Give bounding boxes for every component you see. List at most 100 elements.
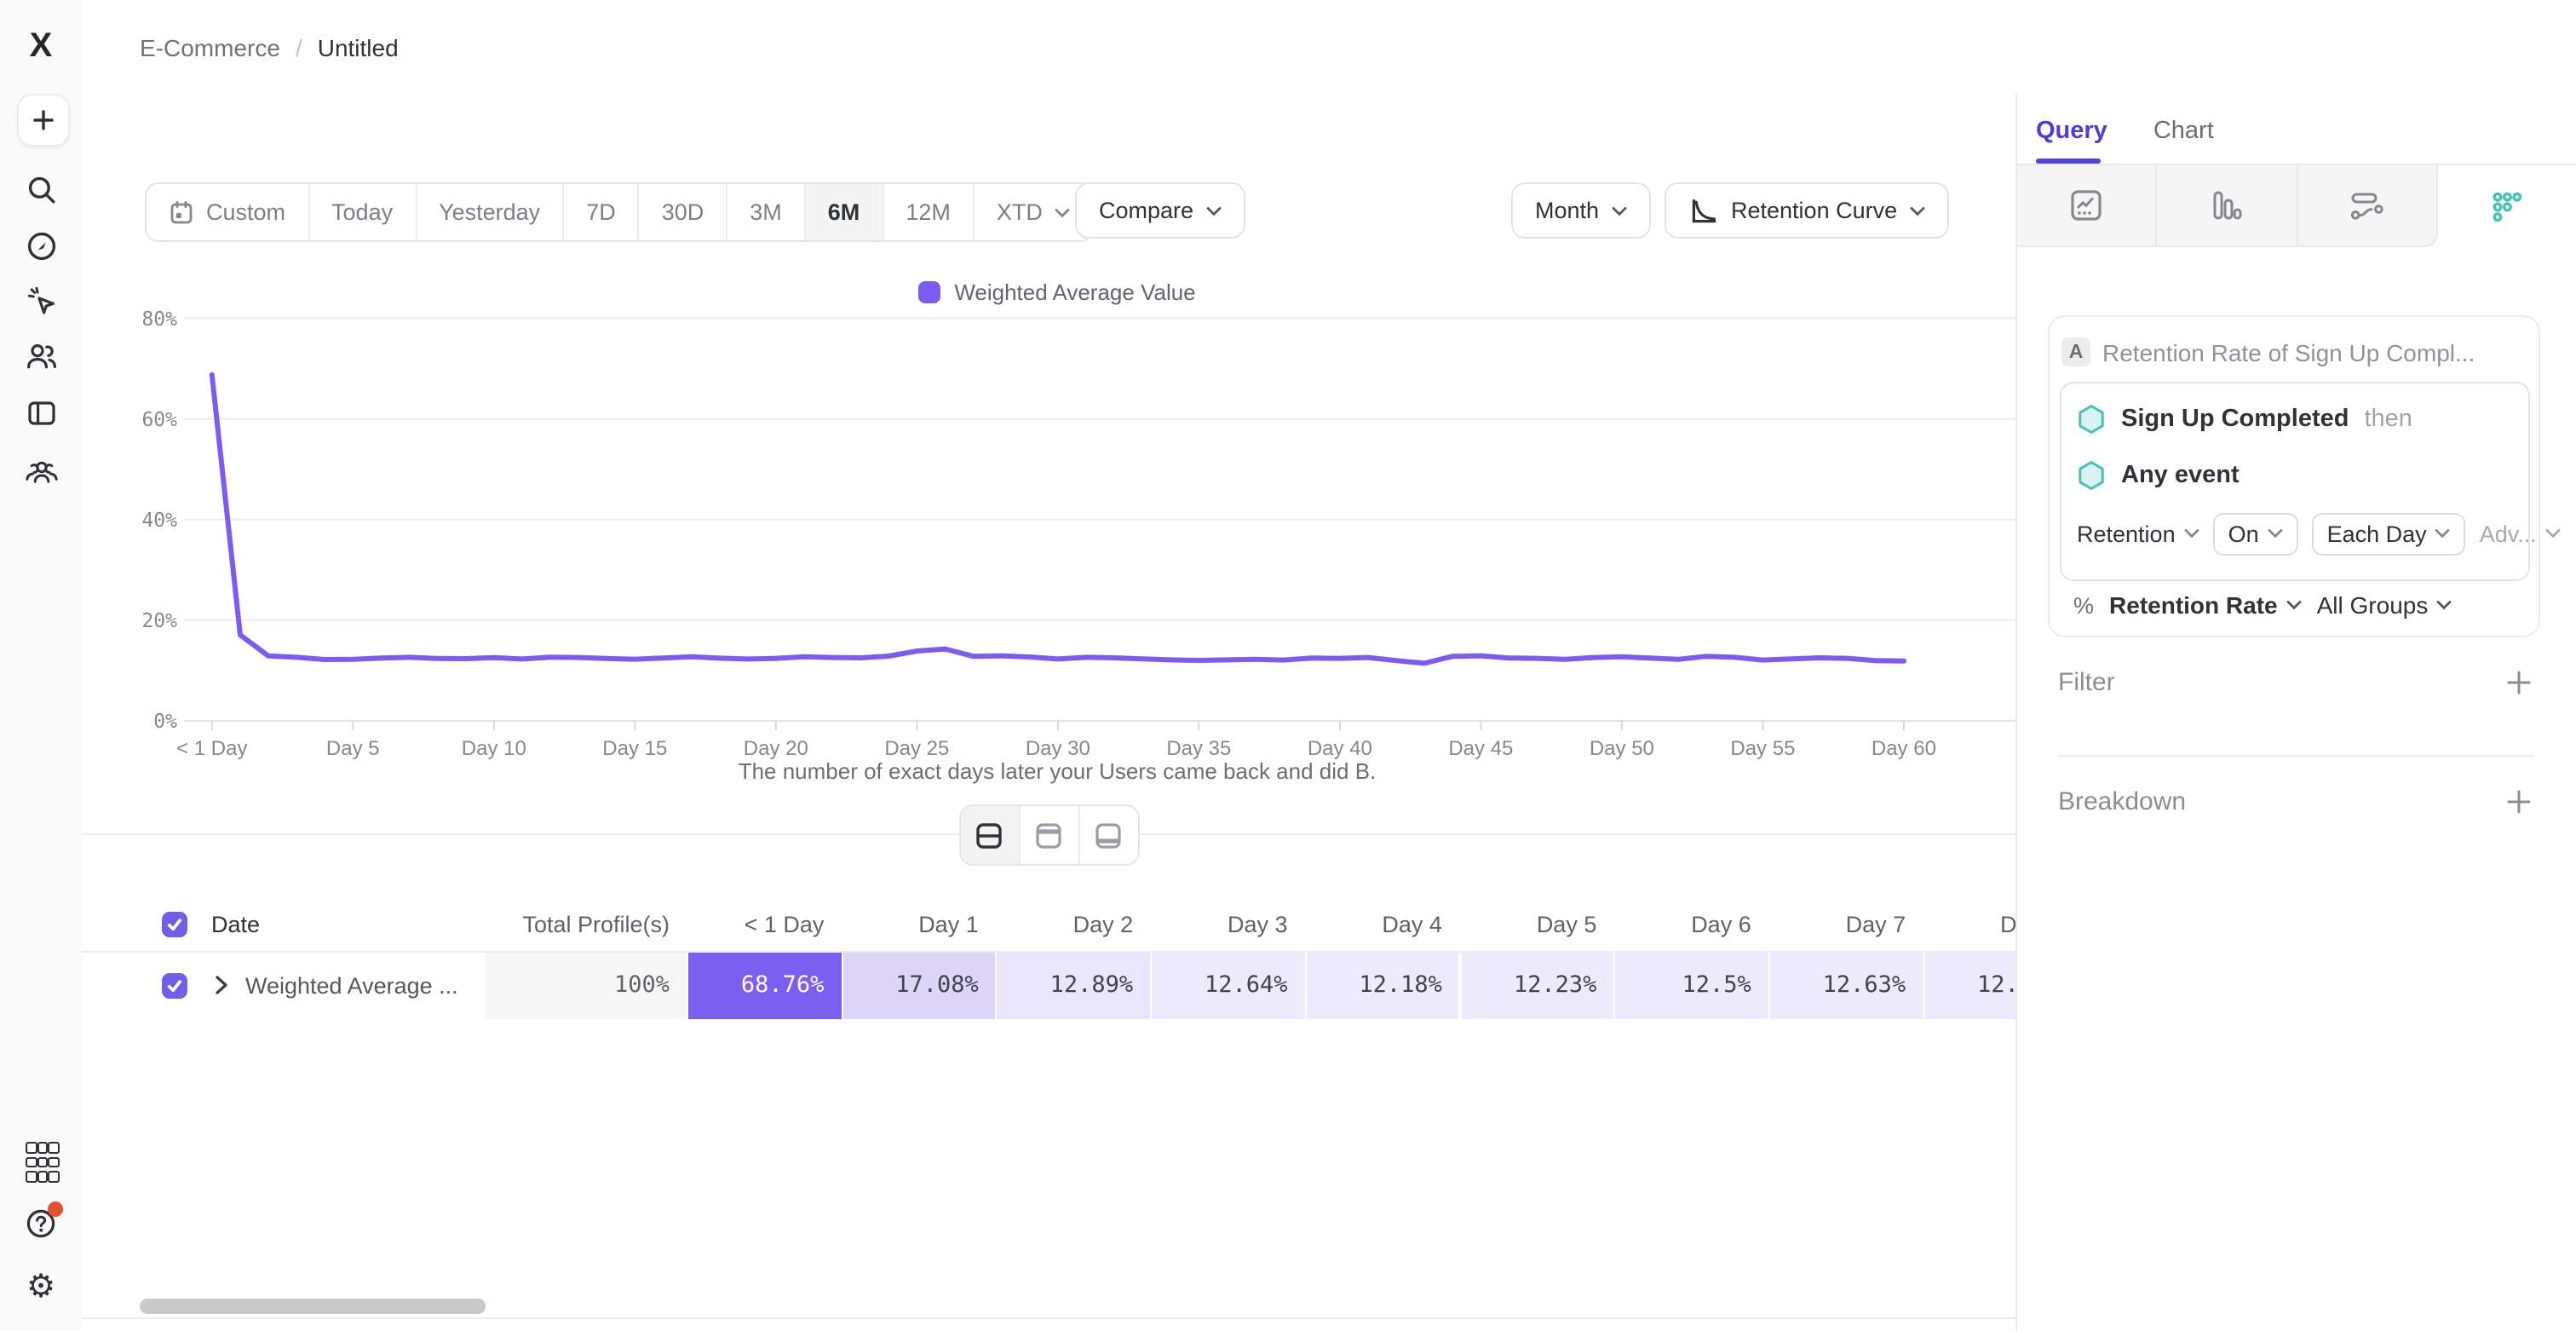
chart-legend[interactable]: Weighted Average Value (211, 279, 1903, 305)
horizontal-scrollbar-thumb[interactable] (140, 1299, 486, 1313)
mixpanel-logo-icon[interactable]: X (29, 26, 53, 64)
retention-chart[interactable]: 0% 20% 40% 60% 80% < 1 Day Day 5 Day 10 Day 15 D… (82, 307, 2015, 763)
groups-dropdown[interactable]: All Groups (2317, 591, 2452, 619)
table-day-header[interactable]: Day 6 (1691, 912, 1751, 937)
date-column-header[interactable]: Date (211, 912, 261, 937)
preset-30d[interactable]: 30D (640, 184, 728, 240)
retention-value-cell[interactable]: 68.76% (687, 953, 842, 1018)
help-icon[interactable] (0, 1198, 82, 1249)
chevron-down-icon (1909, 205, 1924, 216)
query-title-row[interactable]: A Retention Rate of Sign Up Compl... (2061, 337, 2525, 366)
query-title: Retention Rate of Sign Up Compl... (2102, 338, 2475, 366)
query-card: A Retention Rate of Sign Up Compl... Sig… (2048, 315, 2561, 637)
explore-compass-icon[interactable] (0, 220, 82, 271)
tab-retention-icon[interactable] (2437, 165, 2576, 247)
preset-6m-selected[interactable]: 6M (805, 184, 884, 240)
table-day-header[interactable]: Day 7 (1845, 912, 1906, 937)
preset-yesterday[interactable]: Yesterday (417, 184, 565, 240)
preset-12m[interactable]: 12M (883, 184, 975, 240)
preset-custom[interactable]: Custom (147, 184, 310, 240)
row-expand-chevron-icon[interactable] (215, 953, 228, 1018)
preset-7d[interactable]: 7D (564, 184, 640, 240)
row-checkbox[interactable] (162, 972, 187, 998)
retention-value-cell[interactable]: 12.18% (1304, 953, 1459, 1018)
x-tick-label: < 1 Day (176, 736, 248, 760)
tab-funnels-icon[interactable] (2157, 165, 2297, 247)
table-day-header[interactable]: Day 1 (918, 912, 979, 937)
breadcrumb-page-title[interactable]: Untitled (317, 33, 399, 60)
chart-caption: The number of exact days later your User… (738, 758, 1377, 784)
add-breakdown-button[interactable] (2504, 787, 2532, 815)
apps-grid-icon[interactable] (0, 1137, 82, 1188)
table-day-header[interactable]: Day 8 (2000, 912, 2015, 937)
table-day-header[interactable]: Day 4 (1382, 912, 1442, 937)
compare-button[interactable]: Compare (1075, 182, 1245, 239)
advanced-dropdown[interactable]: Adv... (2480, 521, 2561, 546)
retention-value-cell[interactable]: 12.63% (1768, 953, 1923, 1018)
create-button[interactable] (17, 94, 70, 147)
tab-insights-icon[interactable] (2017, 165, 2158, 247)
x-tick-label: Day 50 (1589, 736, 1654, 760)
table-day-header[interactable]: < 1 Day (744, 912, 825, 937)
x-tick-label: Day 35 (1166, 736, 1232, 760)
retention-value-cell[interactable]: 12.76% (1923, 953, 2015, 1018)
return-event-row[interactable]: Any event (2077, 457, 2240, 494)
total-column-header[interactable]: Total Profile(s) (522, 912, 670, 937)
events-click-icon[interactable] (0, 274, 82, 326)
hexagon-event-icon (2077, 460, 2106, 491)
on-dropdown[interactable]: On (2212, 512, 2298, 555)
series-badge: A (2061, 337, 2090, 366)
first-event-row[interactable]: Sign Up Completed then (2077, 400, 2412, 438)
breadcrumb-project[interactable]: E-Commerce (140, 33, 280, 60)
preset-3m[interactable]: 3M (727, 184, 806, 240)
cohorts-icon[interactable] (0, 447, 82, 498)
tab-flows-icon[interactable] (2297, 165, 2438, 247)
chevron-down-icon (1611, 205, 1626, 216)
percent-symbol: % (2073, 592, 2095, 618)
settings-gear-icon[interactable]: ⚙ (26, 1268, 56, 1305)
event-card: Sign Up Completed then Any event Retenti… (2060, 382, 2561, 581)
table-day-header[interactable]: Day 5 (1536, 912, 1597, 937)
table-day-header[interactable]: Day 2 (1072, 912, 1134, 937)
layout-chart-only-button[interactable] (1020, 806, 1079, 864)
report-toolbar: Custom Today Yesterday 7D 30D 3M 6M 12M … (82, 94, 2015, 273)
metric-dropdown[interactable]: Retention Rate (2109, 591, 2302, 619)
boards-icon[interactable] (0, 387, 82, 438)
y-tick-label: 80% (141, 306, 177, 331)
row-label[interactable]: Weighted Average ... (245, 972, 458, 999)
table-day-header[interactable]: Day 3 (1228, 912, 1288, 937)
date-range-control: Custom Today Yesterday 7D 30D 3M 6M 12M … (145, 182, 1094, 242)
report-type-tabs (2017, 165, 2576, 247)
breadcrumb: E-Commerce / Untitled (140, 0, 399, 94)
retention-curve-svg (184, 317, 2015, 730)
retention-curve-line[interactable] (209, 372, 1906, 666)
retention-value-cell[interactable]: 12.5% (1613, 953, 1768, 1018)
interval-dropdown[interactable]: Each Day (2311, 512, 2466, 555)
panel-left-border (2015, 94, 2017, 1331)
active-tab-underline (2036, 158, 2101, 164)
retention-type-dropdown[interactable]: Retention (2077, 521, 2199, 546)
preset-xtd[interactable]: XTD (975, 184, 1092, 240)
preset-today[interactable]: Today (309, 184, 417, 240)
tab-chart[interactable]: Chart (2153, 117, 2214, 144)
add-filter-button[interactable] (2504, 668, 2532, 695)
chevron-down-icon (1205, 205, 1221, 216)
tab-query[interactable]: Query (2036, 117, 2107, 144)
granularity-dropdown[interactable]: Month (1511, 182, 1651, 239)
report-main: Custom Today Yesterday 7D 30D 3M 6M 12M … (82, 94, 2015, 1331)
x-tick-label: Day 45 (1448, 736, 1514, 760)
layout-split-view-button[interactable] (960, 806, 1020, 864)
then-label: then (2364, 406, 2412, 433)
layout-table-only-button[interactable] (1079, 806, 1137, 864)
retention-value-cell[interactable]: 12.89% (995, 953, 1151, 1018)
chart-type-dropdown[interactable]: Retention Curve (1665, 182, 1949, 239)
retention-value-cell[interactable]: 17.08% (841, 953, 996, 1018)
select-all-checkbox[interactable] (162, 912, 187, 937)
search-icon[interactable] (0, 164, 82, 215)
retention-value-cell[interactable]: 12.64% (1150, 953, 1305, 1018)
retention-value-cell[interactable]: 12.23% (1459, 953, 1614, 1018)
x-tick-label: Day 55 (1730, 736, 1796, 760)
users-icon[interactable] (0, 331, 82, 382)
y-tick-label: 20% (141, 608, 177, 632)
bottom-divider (82, 1317, 2015, 1319)
